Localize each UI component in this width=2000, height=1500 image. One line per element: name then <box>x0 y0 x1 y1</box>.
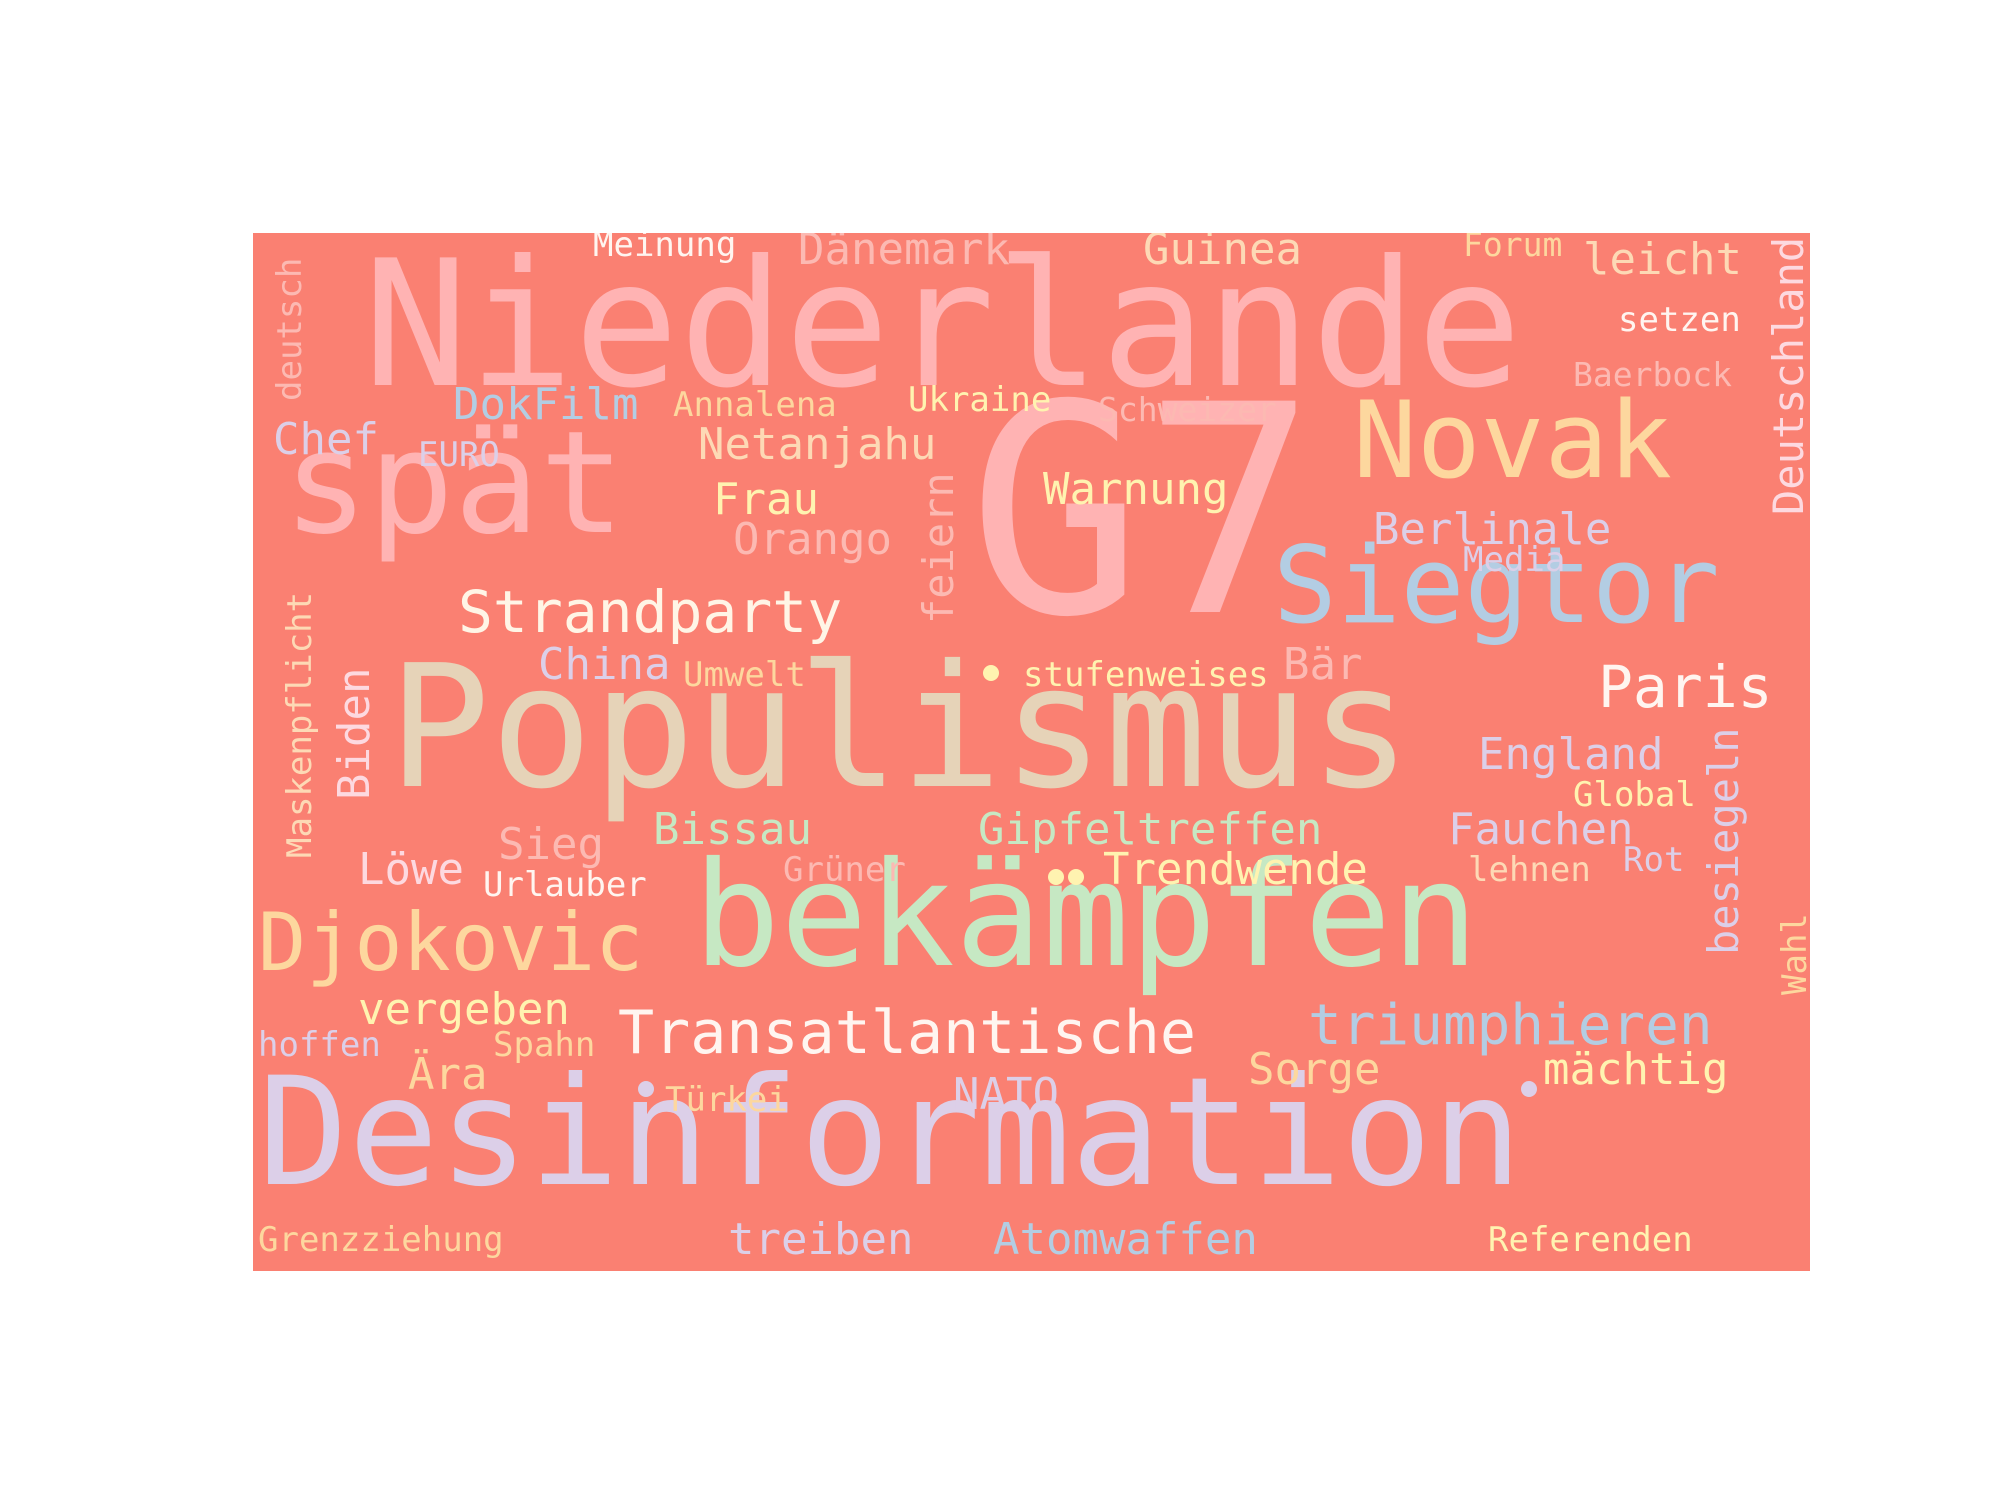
cloud-dot <box>638 1081 654 1097</box>
cloud-dot <box>1068 869 1084 885</box>
cloud-word: Baerbock <box>1573 355 1732 394</box>
cloud-word: Sieg <box>498 819 604 870</box>
cloud-word: China <box>538 639 671 690</box>
cloud-word: Rot <box>1623 840 1685 880</box>
cloud-word: Biden <box>329 667 380 800</box>
cloud-dot <box>1521 1081 1537 1097</box>
cloud-word: Netanjahu <box>698 419 937 470</box>
cloud-word: England <box>1478 729 1664 780</box>
cloud-word: Bär <box>1283 639 1363 690</box>
cloud-word: Guinea <box>1143 233 1302 275</box>
cloud-dot <box>983 665 999 681</box>
cloud-word: leicht <box>1583 234 1742 285</box>
cloud-word: Ära <box>408 1049 488 1100</box>
cloud-word: Global <box>1573 775 1696 815</box>
cloud-word: Frau <box>713 474 819 525</box>
cloud-word: vergeben <box>358 984 570 1035</box>
cloud-word: triumphieren <box>1308 993 1713 1058</box>
cloud-word: bekämpfen <box>693 831 1479 1000</box>
cloud-word: Desinformation <box>258 1046 1523 1220</box>
cloud-word: Populismus <box>388 629 1412 827</box>
cloud-word: Deutschland <box>1764 237 1810 516</box>
cloud-word: Warnung <box>1043 464 1229 515</box>
cloud-word: Paris <box>1598 653 1773 721</box>
cloud-word: Grüner <box>783 850 906 890</box>
cloud-word: Fauchen <box>1448 804 1634 855</box>
cloud-word: Wahl <box>1775 912 1810 995</box>
cloud-dot <box>1048 869 1064 885</box>
cloud-word: Transatlantische <box>618 998 1196 1068</box>
cloud-word: Grenzziehung <box>258 1220 504 1260</box>
cloud-word: Atomwaffen <box>993 1214 1258 1265</box>
word-cloud: Niederlande G7 Populismus bekämpfen Desinfor… <box>253 233 1810 1271</box>
cloud-word: DokFilm <box>453 379 639 430</box>
cloud-word: NATO <box>953 1069 1059 1120</box>
cloud-word: Referenden <box>1488 1220 1693 1260</box>
cloud-word: Dänemark <box>798 233 1010 275</box>
cloud-word: Trendwende <box>1103 844 1368 895</box>
cloud-word: Djokovic <box>258 896 644 989</box>
cloud-word: Sorge <box>1248 1044 1381 1095</box>
cloud-word: deutsch <box>270 257 310 401</box>
cloud-word: spät <box>283 401 625 566</box>
cloud-word: Novak <box>1353 379 1673 502</box>
cloud-word: G7 <box>968 344 1318 681</box>
cloud-word: Niederlande <box>363 233 1522 427</box>
cloud-word: hoffen <box>258 1025 381 1065</box>
cloud-word: EURO <box>418 435 500 475</box>
cloud-word: Media <box>1463 540 1566 580</box>
cloud-word: Annalena <box>673 385 837 425</box>
cloud-word: Urlauber <box>483 865 647 905</box>
cloud-word: Meinung <box>593 233 737 265</box>
cloud-word: Gipfeltreffen <box>978 804 1323 855</box>
cloud-word: setzen <box>1618 300 1741 340</box>
cloud-word: Strandparty <box>458 578 843 646</box>
cloud-word: Orango <box>733 514 892 565</box>
cloud-word: Siegtor <box>1273 524 1720 647</box>
cloud-word: Forum <box>1463 233 1563 264</box>
cloud-word: feiern <box>914 472 963 625</box>
cloud-word: lehnen <box>1468 850 1591 890</box>
cloud-word: Türkei <box>665 1080 788 1120</box>
cloud-word: besiegeln <box>1699 727 1748 955</box>
cloud-word: Schweizer <box>1098 390 1277 429</box>
cloud-word: Umwelt <box>683 655 806 695</box>
cloud-word: Bissau <box>653 804 812 855</box>
cloud-word: Maskenpflicht <box>280 592 320 859</box>
cloud-word: Chef <box>273 414 379 465</box>
cloud-word: Spahn <box>493 1025 596 1065</box>
cloud-word: treiben <box>728 1214 914 1265</box>
cloud-word: Ukraine <box>908 380 1052 420</box>
cloud-word: mächtig <box>1543 1044 1729 1095</box>
cloud-word: stufenweises <box>1023 655 1269 695</box>
cloud-word: Berlinale <box>1373 504 1612 555</box>
cloud-word: Löwe <box>358 844 464 895</box>
